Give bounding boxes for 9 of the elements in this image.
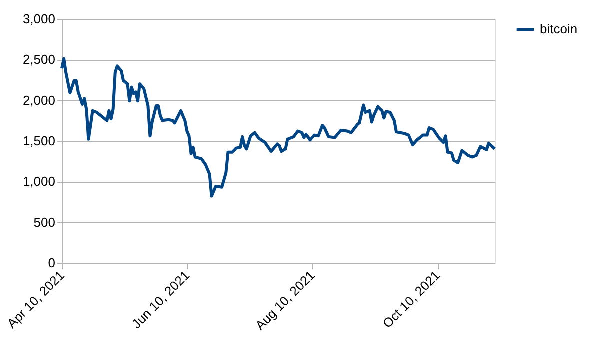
y-tick-label: 1,000 [22, 174, 56, 190]
y-tick-label: 0 [48, 256, 56, 270]
line-series [60, 57, 496, 198]
legend-label: bitcoin [540, 22, 578, 36]
y-tick-label: 2,500 [22, 52, 56, 68]
y-tick-label: 2,000 [22, 92, 56, 108]
y-tick-label: 3,000 [22, 12, 56, 26]
y-tick-label: 1,500 [22, 134, 56, 148]
y-tick-label: 500 [34, 214, 56, 230]
